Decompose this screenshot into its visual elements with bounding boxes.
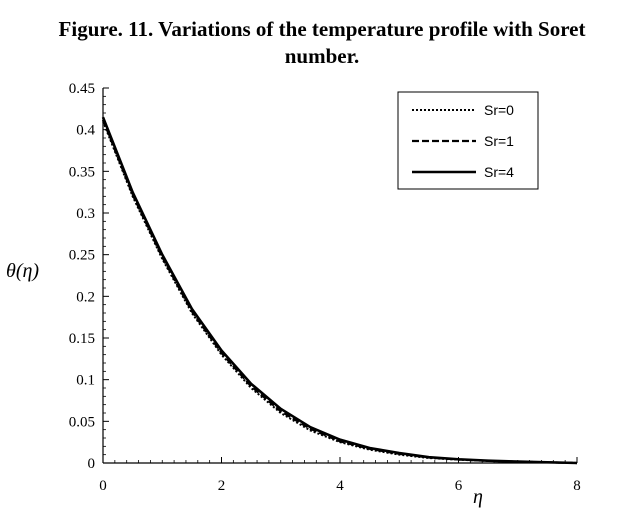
y-tick-label-3: 0.15 — [69, 331, 95, 347]
x-tick-label-4: 8 — [573, 478, 581, 494]
y-tick-label-8: 0.4 — [76, 123, 95, 139]
y-tick-label-2: 0.1 — [76, 373, 95, 389]
x-tick-label-1: 2 — [218, 478, 226, 494]
series-line-sr4 — [101, 116, 578, 465]
y-tick-label-1: 0.05 — [69, 414, 95, 430]
x-tick-label-3: 6 — [455, 478, 463, 494]
x-tick-label-0: 0 — [99, 478, 107, 494]
figure-title-line-2: number. — [284, 44, 360, 68]
x-tick-label-2: 4 — [336, 478, 344, 494]
figure-title-line-1: Figure. 11. Variations of the temperatur… — [58, 17, 586, 41]
figure-title: Figure. 11. Variations of the temperatur… — [0, 16, 644, 70]
legend-label-2: Sr=4 — [484, 164, 514, 180]
legend-label-0: Sr=0 — [484, 102, 514, 118]
y-tick-label-6: 0.3 — [76, 206, 95, 222]
y-tick-label-7: 0.35 — [69, 164, 95, 180]
y-tick-label-0: 0 — [88, 456, 96, 472]
y-axis-label: θ(η) — [6, 260, 39, 282]
y-tick-label-9: 0.45 — [69, 81, 95, 97]
y-tick-label-4: 0.2 — [76, 289, 95, 305]
plot-area: 0 0.05 0.1 0.15 0.2 0.25 0.3 0.35 0.4 0.45 0 2 4 6 8 η θ… — [6, 81, 581, 508]
y-tick-label-5: 0.25 — [69, 248, 95, 264]
legend-label-1: Sr=1 — [484, 133, 514, 149]
x-axis-label: η — [473, 486, 483, 508]
